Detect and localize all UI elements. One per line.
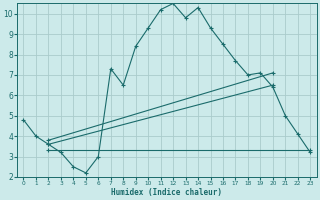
X-axis label: Humidex (Indice chaleur): Humidex (Indice chaleur) xyxy=(111,188,222,197)
